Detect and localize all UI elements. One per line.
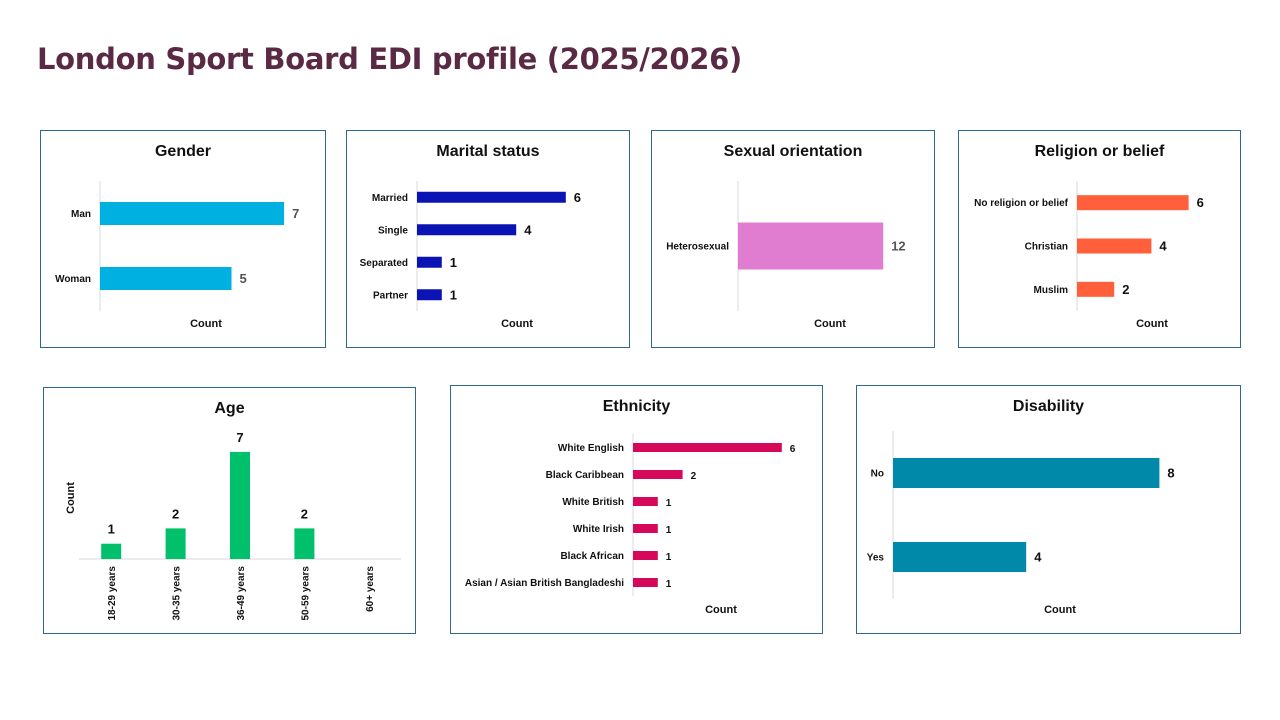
data-label: 7 [292, 206, 299, 221]
category-label: Heterosexual [666, 242, 729, 253]
category-label: No religion or belief [974, 198, 1069, 209]
category-label: Single [378, 225, 408, 236]
gender-chart: Gender Man 7 Woman 5 Count [40, 130, 326, 348]
category-label: Separated [360, 258, 408, 269]
y-axis-title: Count [65, 482, 77, 514]
data-label: 1 [108, 522, 115, 537]
x-axis-title: Count [190, 318, 222, 330]
bar [893, 458, 1159, 488]
disability-chart-plot: No 8 Yes 4 Count [857, 386, 1242, 635]
category-label: Partner [373, 290, 408, 301]
x-axis-title: Count [501, 318, 533, 330]
category-label: 18-29 years [107, 566, 118, 621]
data-label: 2 [301, 506, 308, 521]
bar [417, 224, 516, 235]
data-label: 1 [666, 579, 672, 590]
data-label: 7 [236, 430, 243, 445]
data-label: 6 [1197, 195, 1204, 210]
category-label: Man [71, 209, 91, 220]
bar [417, 289, 442, 300]
bar [1077, 282, 1114, 297]
data-label: 4 [524, 222, 532, 237]
category-label: Asian / Asian British Bangladeshi [465, 578, 624, 589]
category-label: Black Caribbean [546, 470, 624, 481]
data-label: 4 [1034, 550, 1042, 565]
category-label: White Irish [573, 524, 624, 535]
bar [633, 578, 658, 587]
ethnicity-chart-plot: White English 6 Black Caribbean 2 White Brit… [451, 386, 824, 635]
data-label: 2 [691, 471, 697, 482]
category-label: No [871, 469, 884, 480]
x-axis-title: Count [705, 604, 737, 616]
category-label: 36-49 years [236, 566, 247, 621]
category-label: 30-35 years [172, 566, 183, 621]
age-chart-plot: 1 18-29 years 2 30-35 years 7 36-49 years 2 50-… [44, 388, 417, 635]
bar [417, 192, 566, 203]
sexual-orientation-chart-plot: Heterosexual 12 Count [652, 131, 936, 349]
category-label: Woman [55, 274, 91, 285]
x-axis-title: Count [1044, 604, 1076, 616]
category-label: White English [558, 443, 624, 454]
data-label: 5 [240, 271, 247, 286]
gender-chart-plot: Man 7 Woman 5 Count [41, 131, 327, 349]
data-label: 4 [1159, 239, 1167, 254]
age-chart: Age 1 18-29 years 2 30-35 years 7 36-49 years… [43, 387, 416, 634]
bar [633, 524, 658, 533]
bar [893, 542, 1026, 572]
bar [166, 528, 186, 559]
bar [230, 452, 250, 559]
page-title: London Sport Board EDI profile (2025/202… [37, 42, 742, 76]
data-label: 2 [172, 506, 179, 521]
bar [1077, 239, 1151, 254]
bar [633, 470, 683, 479]
data-label: 1 [666, 498, 672, 509]
data-label: 1 [666, 552, 672, 563]
bar [633, 443, 782, 452]
disability-chart: Disability No 8 Yes 4 Count [856, 385, 1241, 634]
x-axis-title: Count [814, 318, 846, 330]
bar [417, 257, 442, 268]
religion-chart-plot: No religion or belief 6 Christian 4 Muslim 2 C… [959, 131, 1242, 349]
data-label: 6 [790, 444, 796, 455]
data-label: 1 [450, 287, 457, 302]
category-label: White British [562, 497, 624, 508]
religion-chart: Religion or belief No religion or belief… [958, 130, 1241, 348]
data-label: 2 [1122, 282, 1129, 297]
data-label: 1 [450, 255, 457, 270]
bar [633, 551, 658, 560]
marital-chart: Marital status Married 6 Single 4 Separated 1… [346, 130, 630, 348]
ethnicity-chart: Ethnicity White English 6 Black Caribbean 2… [450, 385, 823, 634]
x-axis-title: Count [1136, 318, 1168, 330]
data-label: 6 [574, 190, 581, 205]
category-label: Muslim [1034, 285, 1069, 296]
category-label: Married [372, 193, 408, 204]
bar [101, 544, 121, 559]
category-label: 60+ years [365, 566, 376, 612]
category-label: Yes [867, 553, 885, 564]
data-label: 12 [891, 239, 905, 254]
sexual-orientation-chart: Sexual orientation Heterosexual 12 Count [651, 130, 935, 348]
bar [294, 528, 314, 559]
bar [100, 202, 284, 225]
marital-chart-plot: Married 6 Single 4 Separated 1 Partner 1 Count [347, 131, 631, 349]
data-label: 1 [666, 525, 672, 536]
category-label: 50-59 years [300, 566, 311, 621]
bar [100, 267, 232, 290]
bar [1077, 195, 1189, 210]
data-label: 8 [1167, 466, 1174, 481]
bar [738, 223, 883, 270]
category-label: Christian [1025, 242, 1068, 253]
bar [633, 497, 658, 506]
category-label: Black African [560, 551, 624, 562]
